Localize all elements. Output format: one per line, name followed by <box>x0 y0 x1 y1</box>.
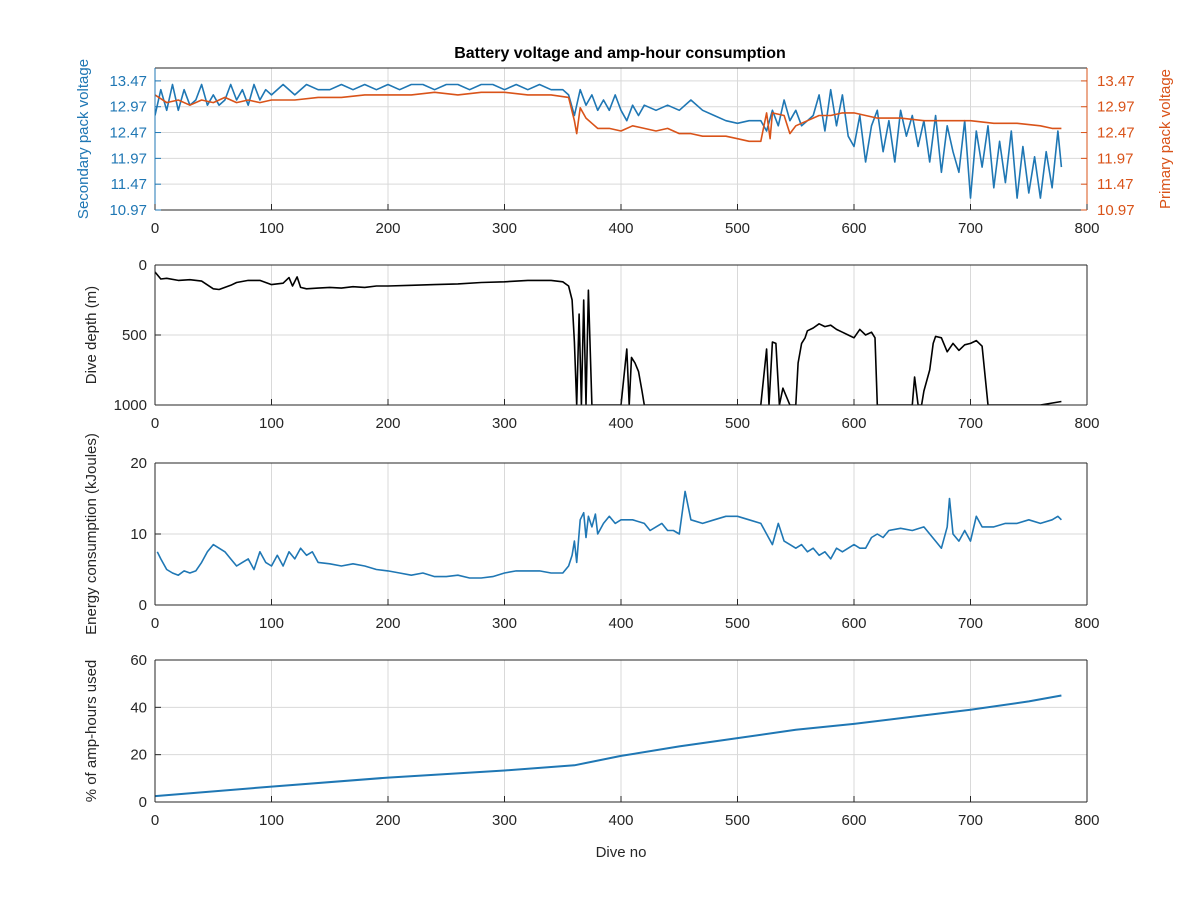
y-tick-label: 20 <box>130 747 147 764</box>
x-tick-label: 300 <box>492 812 517 829</box>
x-tick-label: 700 <box>958 812 983 829</box>
x-tick-label: 800 <box>1074 615 1099 632</box>
y-tick-label: 1000 <box>114 397 147 414</box>
y-tick-label: 40 <box>130 699 147 716</box>
x-tick-label: 700 <box>958 220 983 237</box>
right-y-axis-label: Primary pack voltage <box>1157 69 1174 209</box>
panels: 0 100 200 300 400 500 600 700 80010.9711.4711.97… <box>75 59 1174 861</box>
x-tick-label: 200 <box>375 812 400 829</box>
y-tick-label: 11.97 <box>111 150 147 167</box>
y-tick-label: 12.97 <box>109 99 147 116</box>
y-axis-label: Energy consumption (kJoules) <box>83 433 100 635</box>
x-tick-label: 300 <box>492 415 517 432</box>
x-tick-label: 400 <box>608 615 633 632</box>
y-axis-label: % of amp-hours used <box>83 660 100 803</box>
x-tick-label: 100 <box>259 415 284 432</box>
y-tick-label: 0 <box>139 794 147 811</box>
series-line-1-1 <box>155 83 1063 199</box>
y-tick-label: 20 <box>130 455 147 472</box>
right-y-tick-label: 10.97 <box>1097 202 1135 219</box>
x-tick-label: 200 <box>375 415 400 432</box>
panel-1: 0 100 200 300 400 500 600 700 80010.9711.4711.97… <box>75 59 1174 237</box>
x-tick-label: 0 <box>151 615 159 632</box>
panel-3: 0 100 200 300 400 500 600 700 800 0 10 20 Energy con… <box>83 433 1100 635</box>
y-tick-label: 500 <box>122 327 147 344</box>
x-tick-label: 800 <box>1074 415 1099 432</box>
x-tick-label: 600 <box>841 812 866 829</box>
right-y-tick-label: 12.47 <box>1097 125 1135 142</box>
y-axis-label: Secondary pack voltage <box>75 59 92 219</box>
right-y-tick-label: 12.97 <box>1097 99 1135 116</box>
right-y-tick-label: 11.47 <box>1097 176 1133 193</box>
x-tick-label: 500 <box>725 812 750 829</box>
y-tick-label: 60 <box>130 652 147 669</box>
x-tick-label: 100 <box>259 812 284 829</box>
y-tick-label: 0 <box>139 597 147 614</box>
x-tick-label: 700 <box>958 415 983 432</box>
series-line-4-1 <box>155 694 1062 798</box>
x-tick-label: 200 <box>375 615 400 632</box>
chart-title: Battery voltage and amp-hour consumption <box>454 45 786 62</box>
x-tick-label: 500 <box>725 220 750 237</box>
x-tick-label: 0 <box>151 220 159 237</box>
x-tick-label: 800 <box>1074 812 1099 829</box>
y-tick-label: 0 <box>139 257 147 274</box>
x-tick-label: 300 <box>492 220 517 237</box>
x-tick-label: 0 <box>151 415 159 432</box>
x-tick-label: 100 <box>259 220 284 237</box>
x-tick-label: 800 <box>1074 220 1099 237</box>
x-tick-label: 400 <box>608 220 633 237</box>
x-tick-label: 600 <box>841 415 866 432</box>
panel-2: 0 100 200 300 400 500 600 700 800 0 500 1000 Dive de… <box>83 257 1100 432</box>
y-tick-label: 12.47 <box>109 125 147 142</box>
y-axis-label: Dive depth (m) <box>83 286 100 384</box>
x-tick-label: 400 <box>608 415 633 432</box>
y-tick-label: 11.47 <box>111 176 147 193</box>
x-tick-label: 600 <box>841 615 866 632</box>
x-axis-label: Dive no <box>596 844 647 861</box>
right-y-tick-label: 13.47 <box>1097 73 1135 90</box>
x-tick-label: 500 <box>725 615 750 632</box>
x-tick-label: 600 <box>841 220 866 237</box>
x-tick-label: 300 <box>492 615 517 632</box>
y-tick-label: 13.47 <box>109 73 147 90</box>
series-line-2-1 <box>155 271 1062 405</box>
panel-4: 0 100 200 300 400 500 600 700 800 0 20 40 60 % of amp… <box>83 652 1100 861</box>
x-tick-label: 0 <box>151 812 159 829</box>
series-line-1-2 <box>155 91 1062 143</box>
x-tick-label: 200 <box>375 220 400 237</box>
x-tick-label: 700 <box>958 615 983 632</box>
x-tick-label: 100 <box>259 615 284 632</box>
y-tick-label: 10 <box>130 526 147 543</box>
y-tick-label: 10.97 <box>109 202 147 219</box>
x-tick-label: 400 <box>608 812 633 829</box>
x-tick-label: 500 <box>725 415 750 432</box>
series-line-3-1 <box>156 490 1062 579</box>
right-y-tick-label: 11.97 <box>1097 150 1133 167</box>
